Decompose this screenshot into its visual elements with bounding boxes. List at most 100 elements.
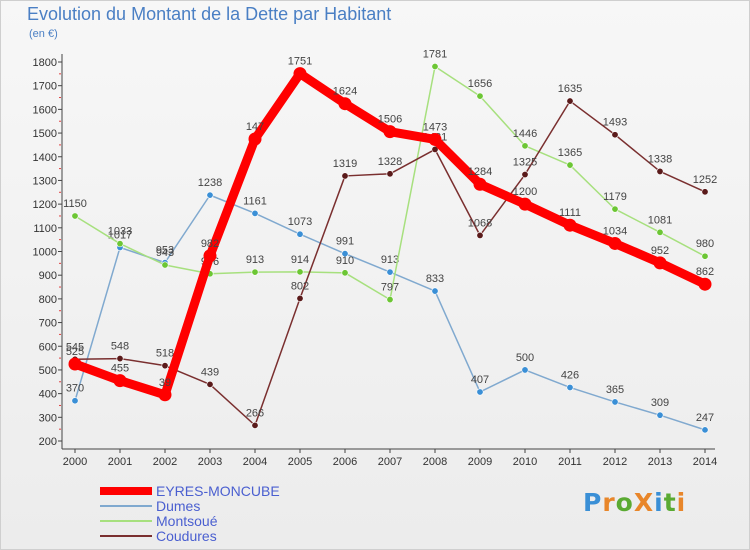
data-point [386,296,394,304]
data-point [161,362,169,370]
data-point [296,230,304,238]
data-label: 1365 [558,147,582,159]
data-point [473,177,487,191]
legend-swatch [100,535,152,537]
x-tick-label: 2005 [288,456,312,468]
data-point [71,397,79,405]
data-label: 1656 [468,78,492,90]
y-tick-label: 600 [39,341,57,353]
x-tick-label: 2000 [63,456,87,468]
y-tick-label: 500 [39,365,57,377]
data-point [338,97,352,111]
logo-letter: r [602,488,616,517]
data-label: 1200 [513,186,537,198]
data-label: 1325 [513,157,537,169]
y-tick-label: 200 [39,436,57,448]
logo-letter: i [654,488,664,517]
x-tick-label: 2003 [198,456,222,468]
data-label: 39 [159,377,171,389]
data-label: 1473 [423,121,447,133]
data-label: 1319 [333,158,357,170]
data-point [701,188,709,196]
data-point [293,67,307,81]
legend-swatch [100,505,152,507]
data-label: 943 [156,247,174,259]
data-point [518,197,532,211]
data-point [656,228,664,236]
data-point [653,256,667,270]
data-point [71,212,79,220]
data-label: 1506 [378,114,402,126]
legend-label: Dumes [156,498,201,514]
data-label: 991 [336,236,354,248]
data-point [521,366,529,374]
data-label: 833 [426,273,444,285]
data-label: 914 [291,254,309,266]
data-label: 1034 [603,225,627,237]
data-point [116,355,124,363]
data-point [296,294,304,302]
data-point [431,145,439,153]
data-label: 797 [381,282,399,294]
data-point [341,250,349,258]
data-label: 1624 [333,86,357,98]
data-point [476,231,484,239]
y-tick-label: 1100 [33,223,57,235]
x-tick-label: 2011 [558,456,582,468]
y-tick-label: 800 [39,294,57,306]
data-label: 1161 [243,195,267,207]
x-tick-label: 2001 [108,456,132,468]
x-tick-label: 2012 [603,456,627,468]
proxiti-logo: ProXiti [583,488,686,517]
x-tick-label: 2009 [468,456,492,468]
data-label: 370 [66,383,84,395]
data-label: 1150 [63,198,87,210]
data-point [203,249,217,263]
y-tick-label: 1300 [33,175,57,187]
data-label: 1338 [648,153,672,165]
data-label: 1781 [423,49,447,61]
data-label: 980 [696,238,714,250]
y-tick-label: 1500 [33,128,57,140]
series-dumes: 370 1017 953 1238 1161 1073 991 913 833 407 500 426… [66,177,714,434]
data-point [656,411,664,419]
data-label: 1238 [198,177,222,189]
data-point [521,142,529,150]
data-label: 1446 [513,128,537,140]
chart-title: Evolution du Montant de la Dette par Hab… [27,4,392,24]
logo-letter: P [583,488,603,517]
data-point [566,97,574,105]
legend-label: EYRES-MONCUBE [156,483,280,499]
data-point [698,277,712,291]
data-point [161,261,169,269]
data-label: 1073 [288,216,312,228]
data-label: 500 [516,352,534,364]
x-tick-label: 2004 [243,456,267,468]
data-point [476,92,484,100]
data-label: 309 [651,397,669,409]
data-label: 953 [156,245,174,257]
x-tick-label: 2010 [513,456,537,468]
data-label: 913 [246,254,264,266]
logo-letter: X [633,488,655,517]
y-tick-label: 700 [39,318,57,330]
data-label: 1068 [468,217,492,229]
x-tick-label: 2014 [693,456,717,468]
data-label: 913 [381,254,399,266]
data-point [476,388,484,396]
data-label: 802 [291,280,309,292]
data-label: 525 [66,346,84,358]
data-label: 1179 [603,191,627,203]
legend-swatch [100,487,152,495]
data-point [701,426,709,434]
data-label: 1493 [603,117,627,129]
legend-item: EYRES-MONCUBE [100,483,340,499]
y-tick-label: 1800 [33,57,57,69]
data-point [158,388,172,402]
legend-swatch [100,520,152,522]
data-label: 910 [336,255,354,267]
logo-letter: o [615,488,634,517]
data-label: 247 [696,412,714,424]
legend-item: Montsoué [100,513,340,529]
